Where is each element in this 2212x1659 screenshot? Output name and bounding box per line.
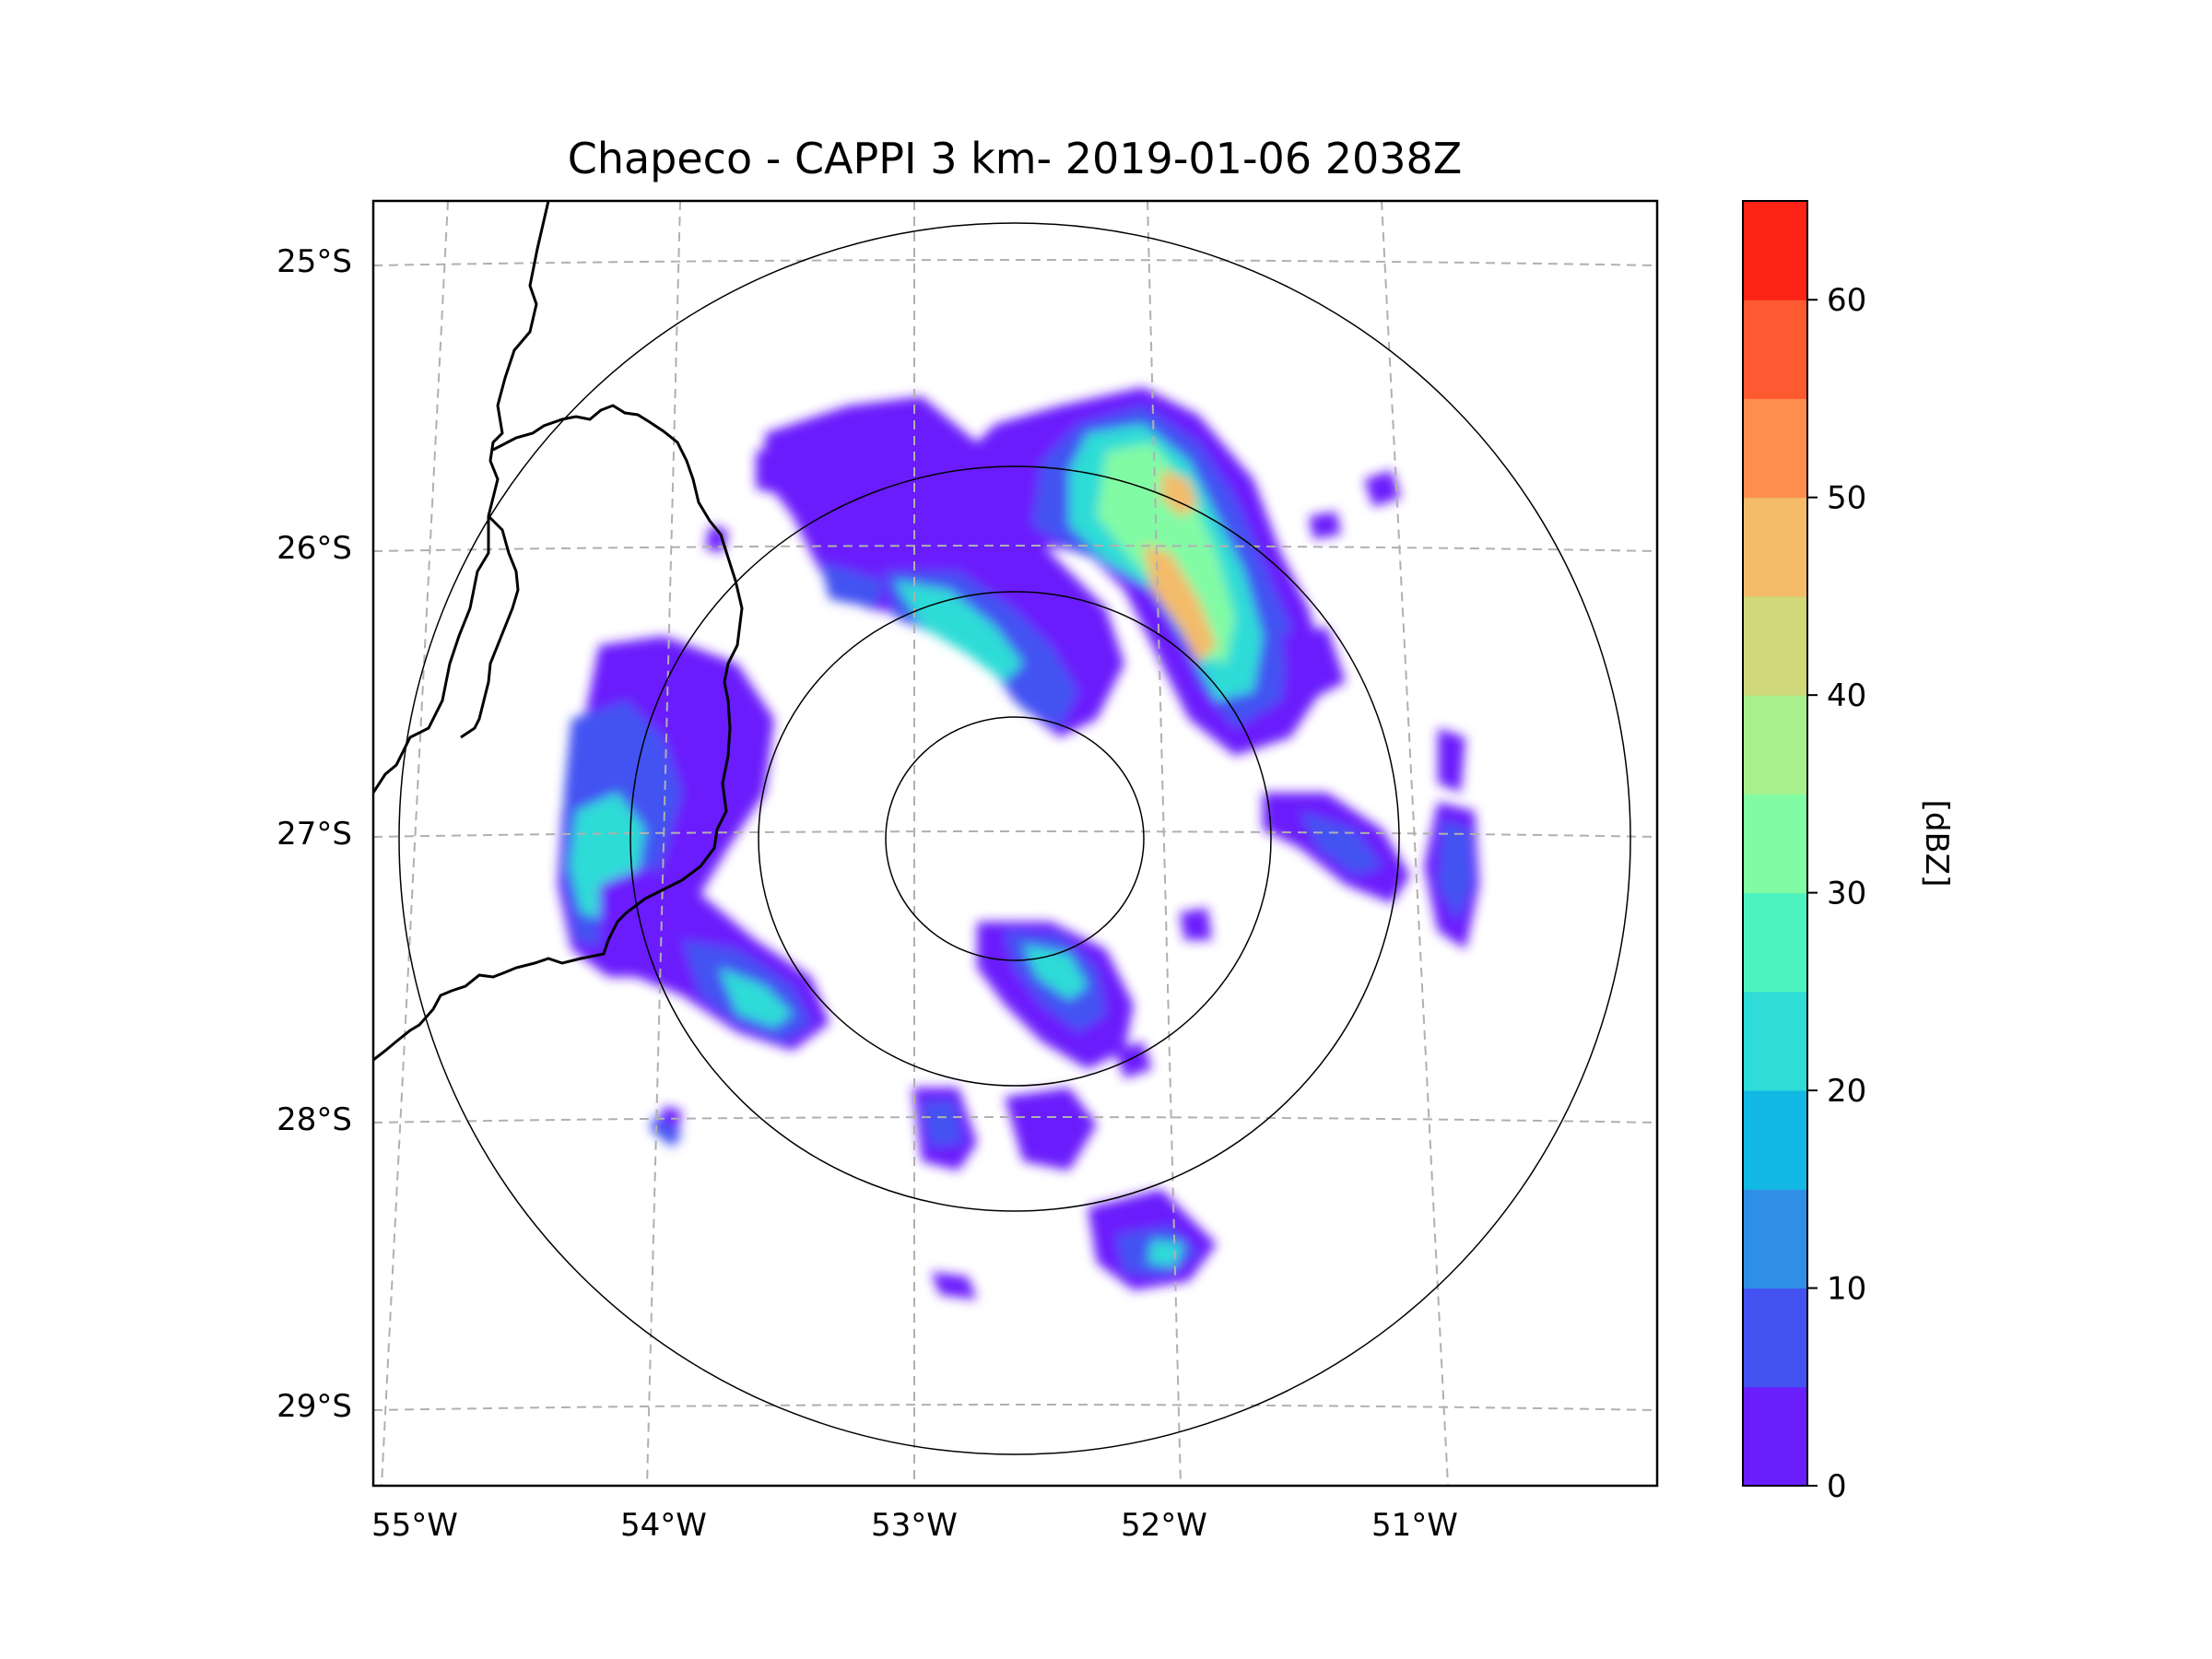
colorbar-bin: [1743, 991, 1807, 1091]
echo-area: [1161, 470, 1198, 516]
echo-area: [1180, 908, 1212, 940]
echo-area: [894, 581, 1023, 682]
colorbar-bin: [1743, 595, 1807, 696]
colorbar-tick-label: 30: [1827, 876, 1866, 912]
echo-area: [719, 968, 793, 1028]
echo-area: [931, 1272, 977, 1300]
colorbar-bin: [1743, 794, 1807, 894]
parallel-line: [373, 1116, 1657, 1124]
graticule: [373, 201, 1657, 1486]
range-ring: [398, 222, 1631, 1455]
state-border: [460, 514, 520, 739]
range-ring: [629, 465, 1400, 1212]
meridian-line: [381, 201, 449, 1486]
colorbar-tick-label: 40: [1827, 677, 1866, 714]
colorbar-ticks: 0 10 20 30 40 50 60: [1807, 282, 1866, 1505]
echo-area: [756, 433, 848, 498]
colorbar-bin: [1743, 1288, 1807, 1388]
colorbar-bin: [1743, 695, 1807, 794]
echo-area: [1115, 1041, 1152, 1078]
colorbar-frame: [1742, 200, 1808, 1487]
echo-area: [1438, 820, 1473, 922]
echo-area: [1438, 728, 1465, 793]
colorbar-bin: [1743, 1189, 1807, 1289]
lon-tick-label: 52°W: [1121, 1507, 1207, 1544]
lat-tick-label: 26°S: [276, 530, 352, 567]
echo-area: [922, 1101, 963, 1147]
colorbar-bins: [1743, 201, 1807, 1487]
lon-tick-labels: 55°W 54°W 53°W 52°W 51°W: [371, 1507, 1458, 1544]
echo-area: [1005, 1088, 1097, 1171]
colorbar-bin: [1743, 1386, 1807, 1487]
range-rings: [398, 222, 1631, 1455]
colorbar-tick-label: 0: [1827, 1468, 1847, 1505]
colorbar-bin: [1743, 497, 1807, 597]
map-frame: [371, 199, 1659, 1488]
country-border: [373, 201, 550, 794]
lon-tick-label: 55°W: [371, 1507, 458, 1544]
colorbar-bin: [1743, 398, 1807, 499]
echo-area: [650, 1115, 682, 1147]
colorbar-tick-label: 60: [1827, 282, 1866, 319]
map-panel: [373, 201, 1657, 1486]
radar-artifact: [951, 758, 1077, 912]
colorbar-bin: [1743, 1090, 1807, 1190]
lon-tick-label: 54°W: [620, 1507, 707, 1544]
echo-area: [1364, 470, 1401, 507]
lon-tick-label: 51°W: [1371, 1507, 1458, 1544]
echo-area: [1309, 512, 1341, 539]
lat-tick-labels: 25°S 26°S 27°S 28°S 29°S: [276, 243, 352, 1425]
range-ring: [758, 591, 1272, 1087]
lon-tick-label: 53°W: [871, 1507, 958, 1544]
echo-area: [1300, 811, 1382, 876]
echo-area: [820, 562, 885, 608]
state-border: [373, 404, 744, 1062]
parallel-line: [373, 545, 1657, 552]
meridian-line: [1147, 201, 1182, 1486]
reflectivity-echoes: [558, 387, 1479, 1300]
parallel-line: [373, 1404, 1657, 1411]
parallel-line: [373, 830, 1657, 838]
echo-area: [1281, 627, 1346, 700]
colorbar-tick-label: 20: [1827, 1073, 1866, 1110]
echo-area: [1143, 544, 1217, 664]
lat-tick-label: 29°S: [276, 1388, 352, 1425]
colorbar-bin: [1743, 201, 1807, 300]
meridian-line: [1381, 201, 1449, 1486]
state-borders: [373, 201, 744, 1062]
range-ring: [885, 716, 1145, 961]
lat-tick-label: 25°S: [276, 243, 352, 280]
echo-area: [1147, 1240, 1184, 1267]
lat-tick-label: 27°S: [276, 816, 352, 853]
colorbar-tick-label: 10: [1827, 1271, 1866, 1308]
chart-title: Chapeco - CAPPI 3 km- 2019-01-06 2038Z: [568, 134, 1463, 183]
colorbar: 0 10 20 30 40 50 60 [dBZ]: [1742, 200, 1955, 1505]
colorbar-tick-label: 50: [1827, 480, 1866, 517]
lat-tick-label: 28°S: [276, 1101, 352, 1138]
meridian-line: [646, 201, 681, 1486]
colorbar-bin: [1743, 300, 1807, 399]
colorbar-label: [dBZ]: [1918, 800, 1955, 888]
parallel-line: [373, 259, 1657, 266]
colorbar-bin: [1743, 892, 1807, 993]
